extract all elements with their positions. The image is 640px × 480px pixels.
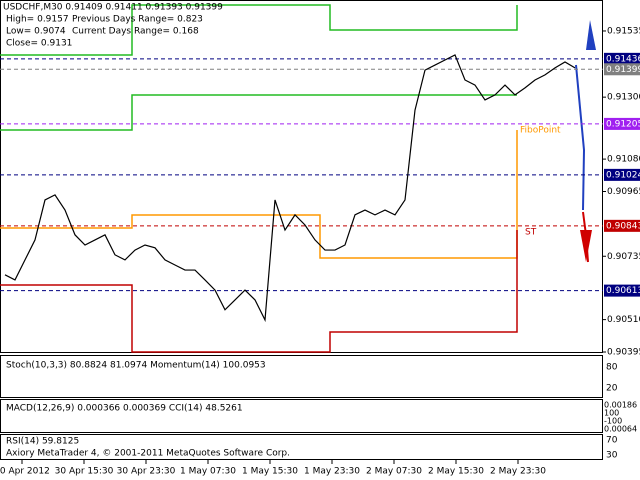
channel-lines — [0, 4, 518, 353]
price-label: 0.91205 — [606, 119, 640, 129]
price-label-box — [604, 168, 640, 181]
y-tick-label: 0.90965 — [607, 187, 640, 197]
info: Close= 0.9131 — [6, 39, 72, 49]
x-tick-label: 1 May 07:30 — [180, 467, 236, 477]
pane-scale: 0.00064 — [604, 425, 637, 434]
x-tick-label: 2 May 07:30 — [366, 467, 422, 477]
x-tick-label: 2 May 23:30 — [490, 467, 546, 477]
info: High= 0.9157 — [6, 15, 69, 25]
stoch-pane — [0, 355, 603, 398]
pane-scale: 0.00186 — [604, 401, 637, 410]
price-label-box — [604, 52, 640, 65]
x-tick-label: 30 Apr 2012 — [0, 467, 50, 477]
price-label-box — [604, 284, 640, 297]
price-label: 0.91399 — [606, 65, 640, 75]
info: Current Days Range= 0.168 — [72, 27, 199, 37]
price-label: 0.90843 — [606, 221, 640, 231]
arrows — [575, 20, 596, 263]
price-label-box — [604, 63, 640, 76]
info: Low= 0.9074 — [6, 27, 66, 37]
x-tick-label: 2 May 15:30 — [428, 467, 484, 477]
footer: Axiory MetaTrader 4, © 2001-2011 MetaQuo… — [6, 449, 290, 459]
x-tick-label: 30 Apr 23:30 — [117, 467, 176, 477]
pane-scale: 100 — [604, 409, 619, 418]
pane-scale: 70 — [606, 436, 618, 446]
annotation: ST — [525, 228, 537, 238]
info: Previous Days Range= 0.823 — [72, 15, 203, 25]
symbol-line: USDCHF,M30 0.91409 0.91411 0.91393 0.913… — [3, 3, 223, 13]
x-tick-label: 1 May 15:30 — [242, 467, 298, 477]
y-tick-label: 0.90735 — [607, 252, 640, 262]
annotation: FiboPoint — [520, 126, 561, 136]
y-tick-label: 0.90395 — [607, 348, 640, 358]
y-tick-label: 0.91535 — [607, 26, 640, 36]
x-tick-label: 30 Apr 15:30 — [55, 467, 114, 477]
pane-scale: -100 — [604, 417, 622, 426]
rsi-pane — [0, 434, 603, 460]
pane-title: MACD(12,26,9) 0.000366 0.000369 CCI(14) … — [6, 404, 243, 414]
price-label-box — [604, 117, 640, 130]
price-line — [4, 54, 576, 323]
price-label: 0.90613 — [606, 286, 640, 296]
price-label-box — [604, 219, 640, 232]
price-label: 0.91436 — [606, 54, 640, 64]
x-tick-label: 1 May 23:30 — [304, 467, 360, 477]
macd-pane — [0, 399, 603, 433]
pane-scale: 80 — [606, 363, 618, 373]
pane-scale: 30 — [606, 451, 618, 461]
pane-title: Stoch(10,3,3) 80.8824 81.0974 Momentum(1… — [6, 361, 266, 371]
pane-title: RSI(14) 59.8125 — [6, 437, 79, 447]
pane-scale: 20 — [606, 384, 618, 394]
price-label: 0.91024 — [606, 170, 640, 180]
